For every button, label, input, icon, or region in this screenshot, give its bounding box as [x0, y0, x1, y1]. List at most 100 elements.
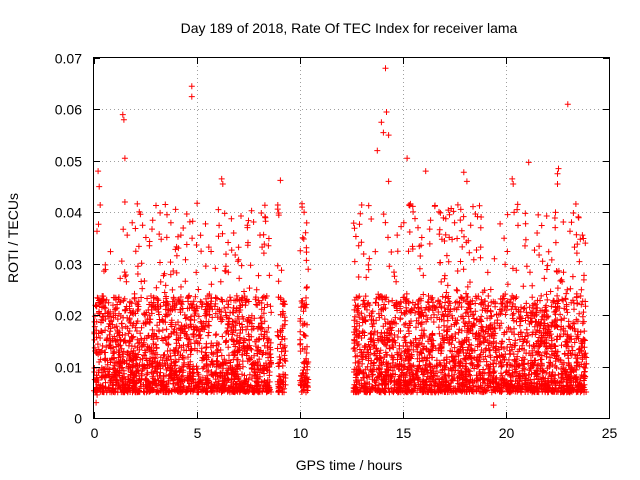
data-point: [187, 316, 194, 323]
x-axis-label: GPS time / hours: [296, 457, 403, 473]
data-point: [534, 230, 541, 236]
data-point: [261, 202, 268, 209]
data-point: [401, 321, 408, 328]
data-point: [547, 288, 554, 295]
data-point: [253, 286, 260, 293]
data-point: [527, 269, 533, 276]
data-point: [457, 294, 464, 300]
data-point: [221, 267, 228, 274]
data-point: [277, 177, 284, 184]
data-point: [177, 377, 184, 384]
data-point: [257, 362, 264, 369]
data-point: [134, 318, 141, 325]
data-point: [101, 356, 108, 363]
data-point: [106, 313, 113, 320]
data-point: [133, 373, 140, 380]
data-point: [244, 318, 251, 325]
data-point: [266, 272, 273, 279]
data-point: [195, 313, 202, 320]
data-point: [262, 213, 268, 220]
data-point: [385, 132, 392, 139]
data-point: [157, 278, 164, 285]
data-point: [214, 353, 221, 360]
data-point: [245, 331, 252, 338]
data-point: [149, 226, 155, 233]
data-point: [573, 231, 580, 238]
data-point: [203, 295, 209, 302]
data-point: [562, 296, 569, 303]
data-point: [350, 220, 357, 227]
data-point: [138, 343, 145, 350]
data-point: [185, 354, 191, 361]
data-point: [95, 168, 102, 175]
data-point: [197, 379, 204, 386]
data-point: [406, 229, 413, 235]
data-point: [103, 344, 110, 351]
data-point: [132, 324, 139, 331]
data-point: [230, 337, 237, 344]
data-point: [516, 322, 523, 329]
data-point: [161, 270, 168, 277]
data-point: [544, 262, 551, 269]
data-point: [107, 325, 114, 332]
data-point: [484, 269, 491, 276]
data-point: [244, 242, 251, 249]
y-tick-label: 0.02: [55, 308, 82, 324]
data-point: [261, 241, 268, 248]
data-point: [148, 310, 155, 317]
data-point: [134, 263, 141, 270]
data-point: [304, 284, 310, 290]
data-point: [153, 389, 160, 396]
data-point: [223, 251, 229, 258]
data-point: [161, 289, 168, 296]
data-point: [197, 328, 204, 335]
data-point: [256, 356, 263, 363]
data-point: [180, 225, 187, 231]
data-point: [165, 341, 172, 348]
data-point: [384, 361, 391, 368]
data-point: [246, 285, 253, 292]
data-point: [218, 175, 225, 182]
data-point: [218, 352, 225, 359]
data-point: [245, 217, 252, 224]
data-point: [153, 382, 160, 389]
data-point: [197, 318, 204, 325]
data-point: [175, 297, 182, 304]
data-point: [177, 294, 184, 300]
data-point: [236, 388, 243, 395]
data-point: [388, 249, 395, 255]
data-point: [135, 377, 142, 384]
data-point: [134, 336, 141, 343]
data-point: [435, 324, 442, 331]
data-point: [202, 352, 209, 359]
data-point: [513, 294, 520, 300]
data-point: [112, 365, 118, 372]
data-point: [303, 294, 309, 301]
data-point: [135, 340, 142, 347]
data-point: [130, 362, 137, 369]
data-point: [265, 235, 272, 242]
data-point: [536, 243, 543, 250]
data-point: [172, 321, 179, 328]
data-point: [198, 248, 205, 255]
data-point: [168, 388, 175, 395]
x-tick-label: 5: [194, 425, 202, 441]
data-point: [301, 332, 308, 339]
data-point: [238, 213, 244, 219]
data-point: [247, 262, 254, 269]
data-point: [141, 352, 147, 358]
data-point: [299, 234, 306, 241]
data-point: [235, 340, 242, 346]
data-point: [117, 275, 124, 282]
data-point: [107, 308, 114, 315]
data-point: [143, 371, 150, 378]
data-point: [522, 210, 529, 217]
data-point: [183, 241, 190, 248]
data-point: [125, 349, 131, 356]
data-point: [94, 228, 100, 235]
data-point: [257, 325, 264, 332]
data-point: [248, 326, 255, 333]
data-point: [221, 210, 228, 217]
data-point: [470, 256, 477, 263]
data-point: [441, 272, 448, 279]
